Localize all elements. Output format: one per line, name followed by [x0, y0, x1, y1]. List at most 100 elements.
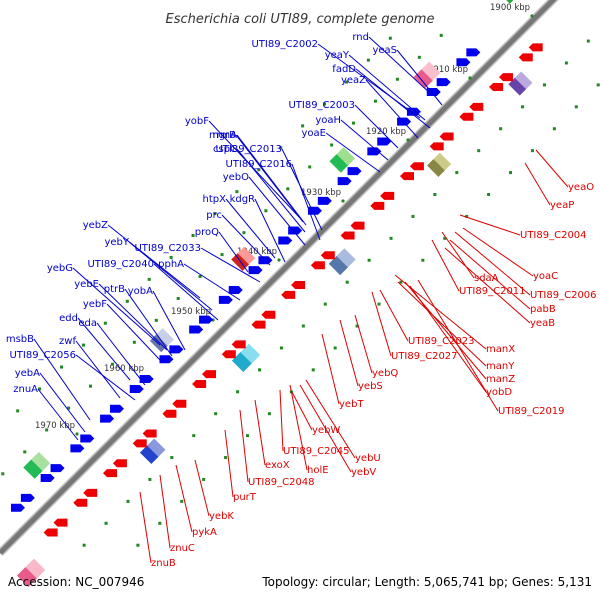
reverse-gene-arrow [350, 221, 365, 230]
gene-block [427, 152, 452, 177]
forward-gene-arrow [10, 503, 25, 512]
forward-gene-leader [77, 317, 131, 381]
track-dot [154, 318, 158, 322]
reverse-gene-leader [289, 384, 308, 471]
forward-gene-leader [98, 283, 168, 351]
reverse-gene-leader [409, 285, 487, 393]
forward-gene-arrow [199, 315, 214, 324]
forward-gene-label: yobF [185, 116, 209, 127]
forward-gene-label: prc [206, 210, 222, 221]
track-dot [564, 61, 568, 65]
gene-block [140, 438, 166, 464]
reverse-gene-arrow [43, 528, 58, 537]
gene-block [231, 343, 261, 372]
forward-gene-arrow [367, 147, 382, 156]
gene-block-core [329, 154, 348, 173]
track-dot [399, 280, 403, 284]
forward-gene-label: yebY [104, 237, 129, 248]
reverse-gene-leader [431, 239, 460, 292]
track-dot [509, 171, 513, 175]
track-dot [330, 143, 334, 147]
reverse-gene-leader [379, 289, 409, 342]
kbp-tick-label: 1900 kbp [490, 3, 530, 13]
track-dot [521, 105, 525, 109]
track-dot [279, 146, 283, 150]
forward-gene-leader [325, 132, 381, 173]
forward-gene-leader [236, 134, 307, 226]
track-dot [323, 102, 327, 106]
track-dot [411, 214, 415, 218]
forward-gene-arrow [397, 117, 412, 126]
track-dot [81, 343, 85, 347]
reverse-gene-label: yebS [358, 381, 383, 392]
track-dot [147, 277, 151, 281]
forward-gene-leader [317, 43, 421, 119]
forward-gene-leader [218, 231, 249, 273]
forward-gene-label: kdgR [230, 194, 255, 205]
reverse-gene-label: yebV [351, 467, 376, 478]
forward-gene-arrow [317, 196, 332, 205]
track-dot [542, 83, 546, 87]
kbp-tick-mark [406, 138, 410, 142]
track-dot [388, 36, 392, 40]
track-dot [333, 346, 337, 350]
track-dot [220, 253, 224, 257]
forward-gene-label: UTI89_C2002 [251, 39, 318, 50]
forward-gene-arrow [337, 177, 352, 186]
track-dot [89, 384, 93, 388]
forward-gene-label: edd [59, 313, 78, 324]
forward-gene-arrow [377, 137, 392, 146]
gene-block-core [16, 567, 37, 587]
forward-gene-label: pphA [158, 259, 184, 270]
reverse-gene-arrow [112, 459, 127, 468]
reverse-gene-arrow [459, 112, 474, 121]
forward-gene-arrow [278, 236, 293, 245]
forward-gene-arrow [20, 493, 35, 502]
reverse-gene-arrow [320, 251, 335, 260]
reverse-gene-leader [305, 379, 356, 459]
track-dot [367, 258, 371, 262]
track-dot [224, 456, 228, 460]
track-dot [465, 214, 469, 218]
reverse-gene-leader [459, 214, 521, 236]
forward-gene-arrow [109, 404, 124, 413]
kbp-tick-mark [75, 432, 79, 436]
track-dot [377, 302, 381, 306]
reverse-gene-leader [279, 389, 284, 452]
reverse-gene-arrow [192, 380, 207, 389]
track-dot [439, 33, 443, 37]
reverse-gene-leader [321, 333, 340, 405]
reverse-gene-label: UTI89_C2004 [520, 230, 587, 241]
track-dot [126, 499, 130, 503]
track-dot [373, 99, 377, 103]
forward-gene-label: eda [78, 318, 97, 329]
forward-gene-label: yeaS [372, 45, 397, 56]
forward-gene-leader [340, 119, 389, 161]
forward-gene-label: yebG [47, 263, 73, 274]
reverse-gene-label: UTI89_C2045 [283, 446, 350, 457]
track-dot [311, 368, 315, 372]
reverse-gene-arrow [399, 172, 414, 181]
forward-gene-leader [248, 176, 306, 246]
reverse-gene-arrow [261, 310, 276, 319]
track-dot [60, 365, 64, 369]
track-dot [258, 368, 262, 372]
forward-gene-leader [72, 267, 161, 346]
forward-gene-leader [254, 198, 286, 263]
forward-gene-arrow [80, 434, 95, 443]
track-dot [499, 127, 503, 131]
track-dot [245, 434, 249, 438]
reverse-gene-label: yebW [312, 425, 340, 436]
forward-gene-leader [183, 263, 241, 301]
track-dot [443, 236, 447, 240]
forward-gene-arrow [436, 78, 451, 87]
forward-gene-label: msbB [6, 334, 34, 345]
track-dot [355, 324, 359, 328]
forward-leader-lines [33, 36, 443, 441]
track-dot [301, 124, 305, 128]
gene-block-core [413, 69, 433, 89]
forward-gene-leader [107, 224, 201, 299]
track-dot [267, 412, 271, 416]
track-dot [574, 105, 578, 109]
